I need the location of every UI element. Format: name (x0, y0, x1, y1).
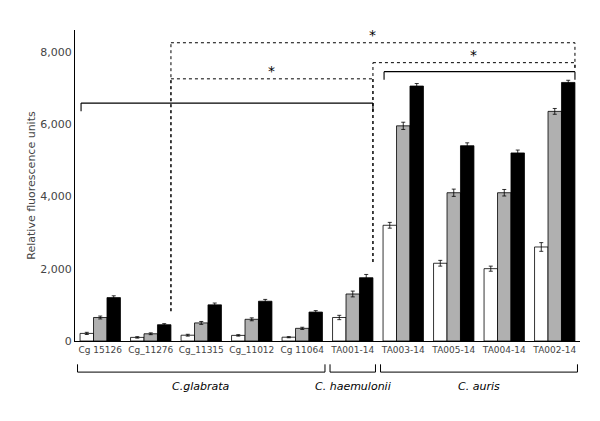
svg-text:TA002-14: TA002-14 (532, 345, 576, 355)
svg-text:0: 0 (65, 335, 72, 348)
svg-text:8,000: 8,000 (40, 46, 72, 59)
svg-text:Cg 15126: Cg 15126 (79, 345, 123, 355)
svg-text:TA005-14: TA005-14 (431, 345, 475, 355)
svg-text:Relative fluorescence units: Relative fluorescence units (25, 111, 38, 260)
svg-text:Cg 11064: Cg 11064 (281, 345, 325, 355)
svg-text:6,000: 6,000 (40, 118, 72, 131)
svg-text:TA001-14: TA001-14 (330, 345, 374, 355)
svg-text:C. auris: C. auris (458, 380, 500, 393)
svg-text:Cg_11012: Cg_11012 (229, 345, 274, 355)
svg-text:C.glabrata: C.glabrata (172, 380, 230, 393)
svg-text:*: * (369, 27, 376, 43)
svg-text:*: * (268, 63, 275, 79)
svg-text:TA003-14: TA003-14 (381, 345, 425, 355)
svg-text:Cg_11315: Cg_11315 (179, 345, 224, 355)
svg-text:2,000: 2,000 (40, 263, 72, 276)
svg-text:TA004-14: TA004-14 (482, 345, 526, 355)
svg-text:4,000: 4,000 (40, 190, 72, 203)
svg-text:*: * (470, 47, 477, 63)
svg-text:C. haemulonii: C. haemulonii (315, 380, 391, 393)
svg-text:Cg_11276: Cg_11276 (128, 345, 173, 355)
